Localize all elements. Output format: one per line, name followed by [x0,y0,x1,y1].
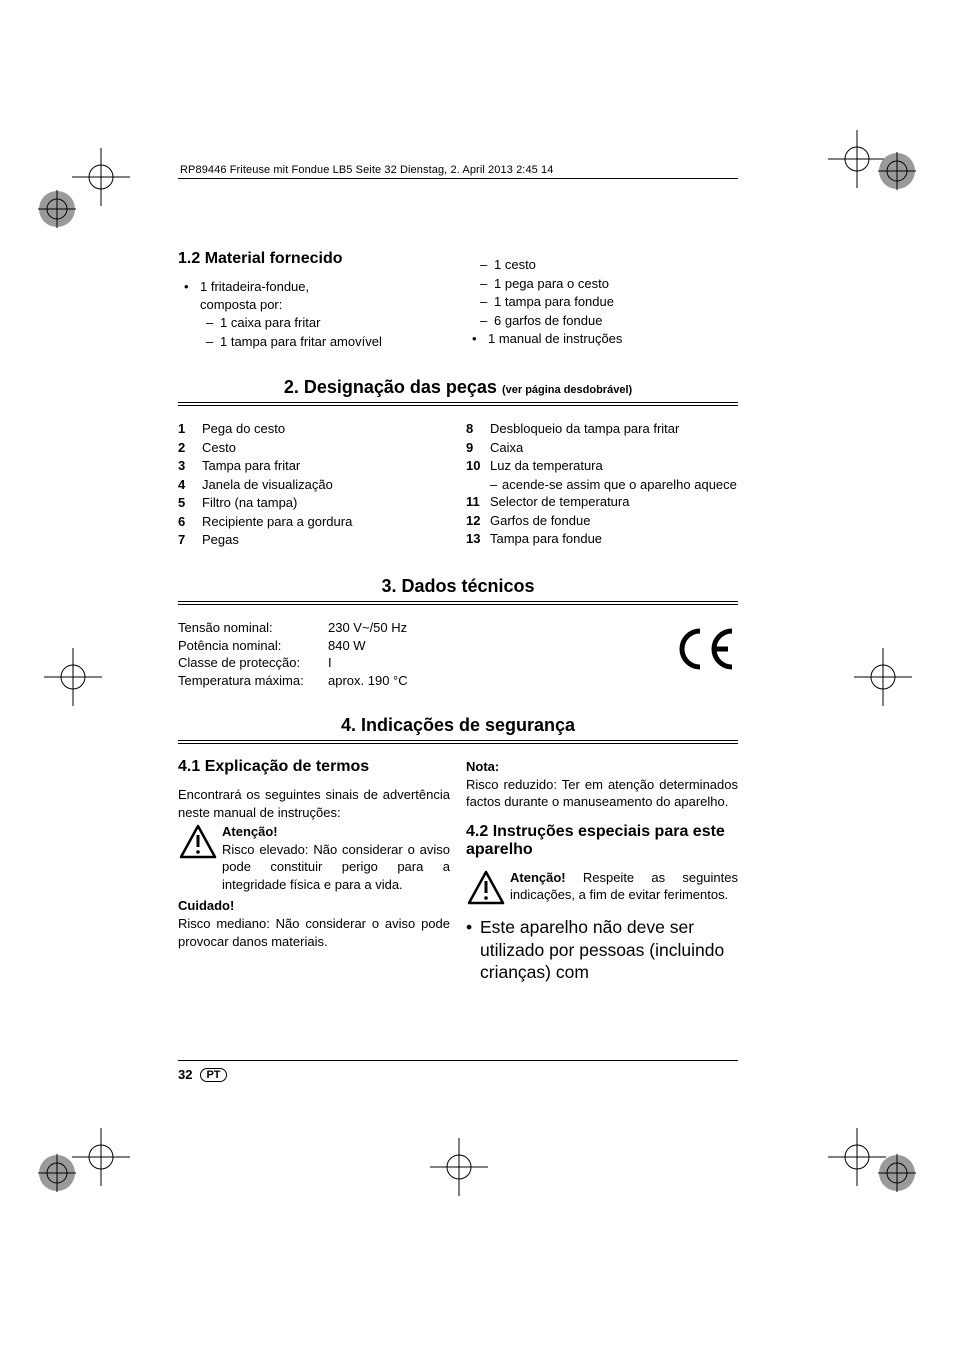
atencao-label: Atenção! [222,824,278,839]
cuidado-body: Risco mediano: Não considerar o aviso po… [178,915,450,950]
parts-item: 3Tampa para fritar [178,457,450,475]
list-item: 1 fritadeira-fondue, composta por: 1 cai… [178,278,450,350]
list-item: Este aparelho não deve ser utilizado por… [466,916,738,984]
page-footer: 32 PT [178,1060,738,1082]
regmark-bot-right-outer [874,1150,920,1196]
list-item: 6 garfos de fondue [466,312,738,330]
heading-4: 4. Indicações de segurança [178,715,738,736]
sec12-right-bullets: 1 manual de instruções [466,330,738,348]
parts-item: 5Filtro (na tampa) [178,494,450,512]
nota-body: Risco reduzido: Ter em atenção determina… [466,776,738,811]
nota-label: Nota: [466,759,499,774]
section-3-body: Tensão nominal:230 V~/50 Hz Potência nom… [178,619,738,689]
page-number: 32 [178,1067,192,1082]
ce-mark-icon [676,627,738,681]
regmark-bot-left-inner [72,1128,130,1186]
regmark-bot-center [430,1138,488,1196]
heading-4-2: 4.2 Instruções especiais para este apare… [466,823,738,859]
section-2-body: 1Pega do cesto 2Cesto 3Tampa para fritar… [178,420,738,550]
parts-item: 4Janela de visualização [178,476,450,494]
sec12-left-bullets: 1 fritadeira-fondue, composta por: 1 cai… [178,278,450,350]
heading-4-1: 4.1 Explicação de termos [178,758,450,776]
regmark-top-left-outer [34,186,80,232]
safety-biglist: Este aparelho não deve ser utilizado por… [466,916,738,984]
section-4-body: 4.1 Explicação de termos Encontrará os s… [178,758,738,984]
heading-2-main: 2. Designação das peças [284,377,497,397]
parts-list-right: 8Desbloqueio da tampa para fritar 9Caixa… [466,420,738,548]
cuidado-label: Cuidado! [178,898,234,913]
content-area: 1.2 Material fornecido 1 fritadeira-fond… [178,250,738,984]
parts-item-sub: –acende-se assim que o aparelho aquece [466,476,738,494]
warning-triangle-icon [466,869,510,912]
list-item: 1 tampa para fondue [466,293,738,311]
parts-item: 10Luz da temperatura [466,457,738,475]
heading-2: 2. Designação das peças (ver página desd… [178,377,738,398]
section-rule [178,740,738,744]
table-row: Potência nominal:840 W [178,637,738,655]
sec12-right-dashes: 1 cesto 1 pega para o cesto 1 tampa para… [466,256,738,329]
parts-item: 8Desbloqueio da tampa para fritar [466,420,738,438]
parts-item: 1Pega do cesto [178,420,450,438]
language-badge: PT [200,1068,226,1082]
tech-table: Tensão nominal:230 V~/50 Hz Potência nom… [178,619,738,689]
regmark-bot-left-outer [34,1150,80,1196]
list-text-cont: composta por: [200,297,282,312]
page: RP89446 Friteuse mit Fondue LB5 Seite 32… [0,0,954,1351]
atencao2-label: Atenção! [510,870,566,885]
parts-list-left: 1Pega do cesto 2Cesto 3Tampa para fritar… [178,420,450,549]
table-row: Temperatura máxima:aprox. 190 °C [178,672,738,690]
s41-intro: Encontrará os seguintes sinais de advert… [178,786,450,821]
parts-item: 9Caixa [466,439,738,457]
regmark-top-left-inner [72,148,130,206]
parts-item: 12Garfos de fondue [466,512,738,530]
heading-1-2: 1.2 Material fornecido [178,250,450,268]
list-item: 1 manual de instruções [466,330,738,348]
section-rule [178,601,738,605]
section-1-2: 1.2 Material fornecido 1 fritadeira-fond… [178,250,738,351]
header-rule [178,178,738,179]
atencao-body: Risco elevado: Não considerar o aviso po… [222,842,450,892]
parts-item: 6Recipiente para a gordura [178,513,450,531]
parts-item: 11Selector de temperatura [466,493,738,511]
warning-atencao-2: Atenção! Respeite as seguintes indicaçõe… [466,869,738,912]
regmark-mid-left [44,648,102,706]
list-item: 1 caixa para fritar [192,314,450,332]
section-rule [178,402,738,406]
heading-3: 3. Dados técnicos [178,576,738,597]
heading-2-small: (ver página desdobrável) [502,384,632,396]
print-header-runner: RP89446 Friteuse mit Fondue LB5 Seite 32… [180,164,554,176]
list-item: 1 pega para o cesto [466,275,738,293]
list-item: 1 cesto [466,256,738,274]
regmark-top-right-outer [874,148,920,194]
parts-item: 2Cesto [178,439,450,457]
warning-atencao: Atenção! Risco elevado: Não considerar o… [178,823,450,893]
footer-rule [178,1060,738,1061]
parts-item: 7Pegas [178,531,450,549]
table-row: Tensão nominal:230 V~/50 Hz [178,619,738,637]
warning-triangle-icon [178,823,222,866]
list-text: 1 fritadeira-fondue, [200,279,309,294]
list-item: 1 tampa para fritar amovível [192,333,450,351]
regmark-mid-right [854,648,912,706]
table-row: Classe de protecção:I [178,654,738,672]
parts-item: 13Tampa para fondue [466,530,738,548]
